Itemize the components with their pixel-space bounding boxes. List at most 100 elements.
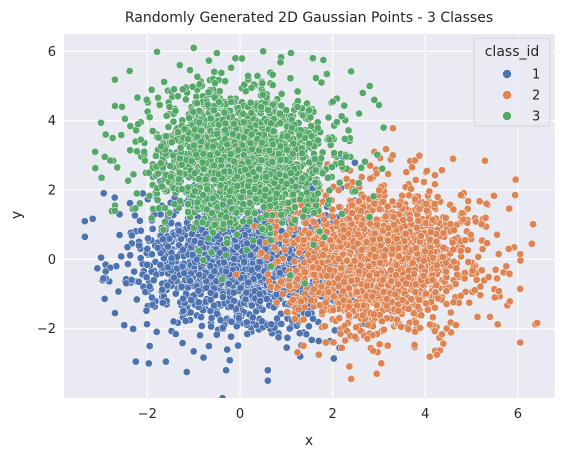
data-point <box>558 278 565 285</box>
data-point <box>376 241 385 250</box>
data-point <box>329 306 338 314</box>
data-point <box>97 253 105 262</box>
data-point <box>376 259 384 267</box>
data-point <box>169 317 178 326</box>
data-point <box>380 252 388 260</box>
data-point <box>242 246 251 254</box>
data-point <box>415 295 424 304</box>
data-point <box>375 340 384 349</box>
data-point <box>256 297 264 305</box>
data-point <box>439 243 448 252</box>
data-point <box>411 280 420 289</box>
data-point <box>335 203 344 211</box>
data-point <box>505 269 514 278</box>
data-point <box>417 311 426 320</box>
data-point <box>262 253 271 262</box>
data-point <box>148 250 156 259</box>
data-point <box>495 287 503 295</box>
data-point <box>390 220 399 229</box>
data-point <box>181 317 190 325</box>
data-point <box>366 174 375 183</box>
data-point <box>357 207 365 215</box>
data-point <box>255 290 264 298</box>
data-point <box>182 368 191 376</box>
data-point <box>343 256 351 265</box>
data-point <box>243 330 252 338</box>
data-point <box>432 237 441 246</box>
data-point <box>359 301 368 310</box>
data-point <box>478 245 487 253</box>
data-point <box>127 276 136 284</box>
data-point <box>293 275 302 283</box>
data-point <box>288 295 297 304</box>
data-point <box>382 145 390 153</box>
data-point <box>516 338 525 347</box>
data-point <box>276 58 285 67</box>
data-point <box>149 276 158 285</box>
data-point <box>274 333 283 342</box>
data-point <box>283 333 292 342</box>
data-point <box>210 67 219 76</box>
data-point <box>388 245 397 253</box>
data-point <box>99 189 108 198</box>
data-point <box>383 341 392 350</box>
data-point <box>402 279 411 288</box>
data-point <box>148 293 156 302</box>
data-point <box>347 375 356 383</box>
data-point <box>194 286 203 295</box>
data-point <box>258 317 266 326</box>
data-point <box>476 282 485 291</box>
data-point <box>453 270 462 279</box>
data-point <box>227 332 235 341</box>
data-point <box>273 26 280 33</box>
data-point <box>210 301 218 310</box>
data-point <box>223 345 231 354</box>
data-point <box>370 310 378 319</box>
data-point <box>321 322 329 331</box>
data-point <box>378 276 387 284</box>
data-point <box>411 288 420 296</box>
data-point <box>322 70 331 78</box>
data-point <box>234 341 242 350</box>
data-point <box>389 212 398 221</box>
data-point <box>345 302 353 311</box>
data-point <box>465 298 474 307</box>
data-point <box>352 323 360 332</box>
data-point <box>160 78 169 86</box>
data-point <box>354 197 363 206</box>
data-point <box>516 250 525 258</box>
data-point <box>472 275 481 284</box>
data-point <box>110 193 119 202</box>
data-point <box>309 253 318 262</box>
data-point <box>206 262 215 270</box>
data-point <box>502 262 511 271</box>
data-point <box>473 313 482 321</box>
data-point <box>387 266 395 274</box>
data-point <box>293 348 302 357</box>
data-point <box>461 236 470 245</box>
data-point <box>483 239 491 247</box>
data-point <box>354 179 363 187</box>
data-point <box>464 197 473 206</box>
data-point <box>220 258 228 267</box>
data-point <box>129 325 137 333</box>
data-point <box>80 232 89 241</box>
data-point <box>466 230 475 239</box>
data-point <box>353 301 361 310</box>
data-point <box>370 199 379 208</box>
data-point <box>127 231 136 240</box>
data-point <box>451 280 460 288</box>
data-point <box>212 330 221 339</box>
data-point <box>144 359 153 368</box>
data-point <box>178 85 187 94</box>
data-point <box>332 118 341 126</box>
data-point <box>408 259 417 267</box>
data-point <box>351 158 359 167</box>
data-point <box>394 280 402 289</box>
data-point <box>158 285 167 294</box>
data-point <box>420 178 428 186</box>
data-point <box>207 322 215 331</box>
data-point <box>223 239 231 247</box>
data-point <box>262 295 271 303</box>
data-point <box>132 295 141 304</box>
